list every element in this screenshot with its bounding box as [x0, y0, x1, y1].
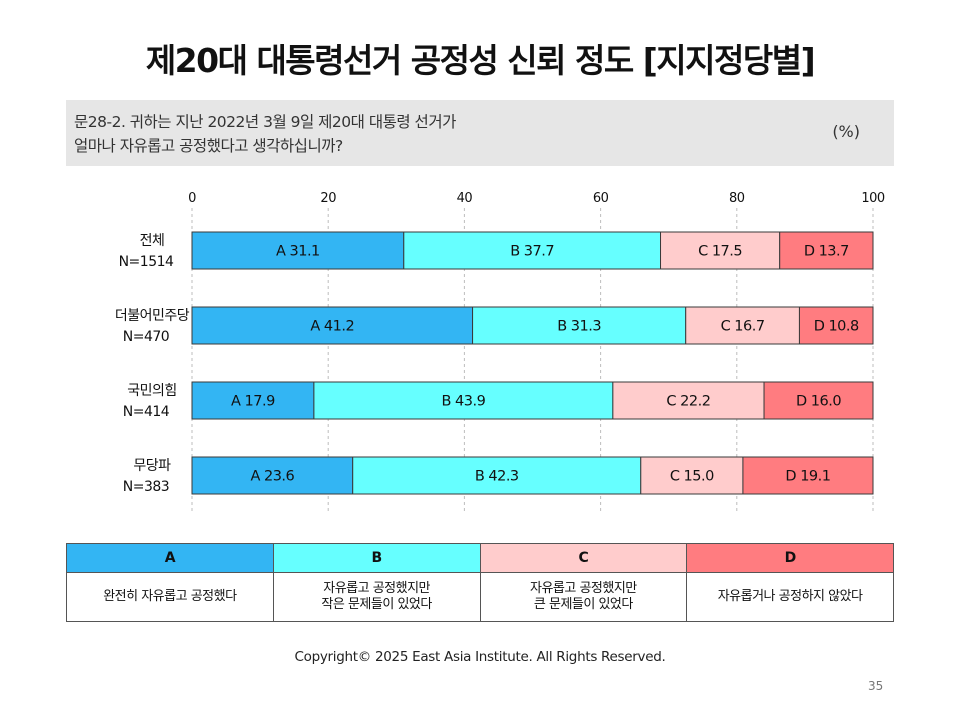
legend-key-b: B: [272, 543, 481, 573]
page-number: 35: [868, 679, 884, 693]
legend-description-c: 자유롭고 공정했지만 큰 문제들이 있었다: [479, 572, 688, 622]
category-label: 무당파: [133, 458, 171, 474]
bar-data-label: C 17.5: [698, 244, 742, 260]
bar-segment: [685, 306, 800, 345]
legend-key-c: C: [479, 543, 688, 573]
category-sample-size: N=414: [123, 404, 170, 420]
legend-key-d: D: [686, 543, 894, 573]
question-text-line1: 문28-2. 귀하는 지난 2022년 3월 9일 제20대 대통령 선거가: [74, 113, 456, 131]
bar-data-label: C 22.2: [666, 394, 710, 410]
bar-data-label: D 13.7: [804, 244, 849, 260]
unit-label: (%): [832, 122, 860, 141]
bar-data-label: B 43.9: [441, 394, 485, 410]
legend-description-b: 자유롭고 공정했지만 작은 문제들이 있었다: [272, 572, 481, 622]
bar-segment: [742, 456, 874, 495]
x-tick-label: 40: [457, 191, 473, 206]
category-sample-size: N=470: [123, 329, 169, 345]
bar-data-label: D 19.1: [785, 469, 830, 485]
legend-description-line: 자유롭고 공정했지만: [529, 581, 637, 596]
bar-segment: [472, 306, 687, 345]
bar-segment: [191, 231, 405, 270]
x-tick-label: 0: [188, 191, 196, 206]
bar-data-label: A 31.1: [276, 244, 320, 260]
bar-segment: [798, 306, 874, 345]
legend-key-a: A: [66, 543, 274, 573]
x-tick-label: 60: [593, 191, 609, 206]
bar-data-label: C 15.0: [670, 469, 714, 485]
bar-data-label: C 16.7: [721, 319, 765, 335]
copyright-text: Copyright© 2025 East Asia Institute. All…: [294, 649, 666, 665]
bar-data-label: B 37.7: [510, 244, 554, 260]
legend-description-a: 완전히 자유롭고 공정했다: [66, 572, 274, 622]
bar-data-label: B 31.3: [557, 319, 601, 335]
bar-data-label: B 42.3: [475, 469, 519, 485]
bar-segment: [352, 456, 642, 495]
page-title: 제20대 대통령선거 공정성 신뢰 정도 [지지정당별]: [145, 41, 816, 80]
bar-data-label: A 23.6: [250, 469, 294, 485]
question-box: 문28-2. 귀하는 지난 2022년 3월 9일 제20대 대통령 선거가 얼…: [66, 100, 894, 166]
legend-description-d: 자유롭거나 공정하지 않았다: [686, 572, 894, 622]
x-tick-label: 80: [729, 191, 745, 206]
category-label: 전체: [140, 233, 165, 249]
legend-description-line: 완전히 자유롭고 공정했다: [103, 589, 237, 604]
bar-data-label: D 16.0: [796, 394, 841, 410]
legend-description-line: 작은 문제들이 있었다: [321, 597, 432, 612]
bar-segment: [191, 456, 354, 495]
bar-segment: [779, 231, 874, 270]
category-sample-size: N=383: [123, 479, 169, 495]
question-text-line2: 얼마나 자유롭고 공정했다고 생각하십니까?: [74, 137, 343, 155]
legend-description-line: 큰 문제들이 있었다: [533, 597, 633, 612]
x-tick-label: 20: [320, 191, 336, 206]
bar-segment: [313, 381, 614, 420]
legend-description-line: 자유롭고 공정했지만: [323, 581, 431, 596]
stacked-bar-chart: 0 20 40 60 80 100 A 31.1 B 37.7 C 17.5 D 13.7 전체 N=…: [115, 191, 885, 514]
bar-segment: [763, 381, 874, 420]
x-tick-label: 100: [861, 191, 885, 206]
category-label: 더불어민주당: [115, 308, 190, 324]
category-label: 국민의힘: [127, 383, 177, 399]
bar-segment: [191, 381, 315, 420]
legend-description-row: 완전히 자유롭고 공정했다 자유롭고 공정했지만 작은 문제들이 있었다 자유롭고 공…: [66, 572, 894, 622]
bar-data-label: A 41.2: [310, 319, 354, 335]
bar-data-label: D 10.8: [814, 319, 859, 335]
bar-segment: [612, 381, 765, 420]
bar-data-label: A 17.9: [231, 394, 275, 410]
legend-description-line: 자유롭거나 공정하지 않았다: [717, 589, 863, 604]
bar-segment: [191, 306, 474, 345]
category-sample-size: N=1514: [119, 254, 174, 270]
